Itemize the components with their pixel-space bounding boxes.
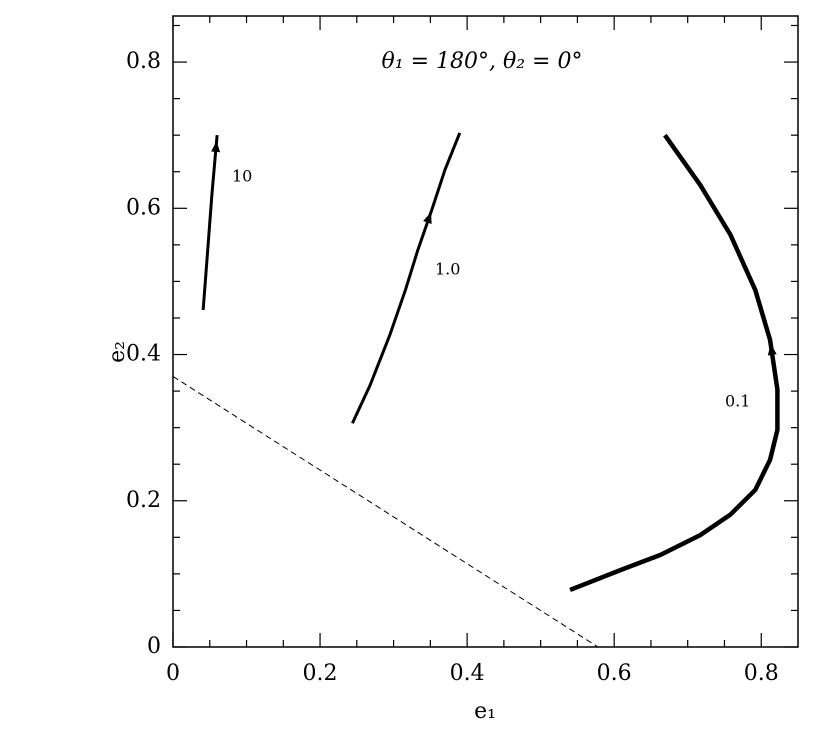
y-tick-label: 0.2: [126, 488, 161, 513]
x-tick-label: 0.4: [450, 661, 485, 686]
curve: [201, 135, 219, 311]
reference-line: [172, 376, 599, 648]
plot-frame: [172, 15, 799, 648]
chart-title: θ₁ = 180°, θ₂ = 0°: [382, 49, 583, 74]
arrow-head: [211, 140, 221, 153]
curve-label: 1.0: [435, 260, 460, 279]
y-axis-label: e₂: [105, 341, 130, 363]
arrow-head: [767, 343, 777, 356]
x-axis-label: e₁: [474, 699, 496, 724]
x-tick-label: 0: [166, 661, 180, 686]
curve-label: 0.1: [725, 392, 750, 411]
x-tick-label: 0.6: [597, 661, 632, 686]
curve-label: 10: [232, 167, 252, 186]
y-tick-label: 0.4: [126, 342, 161, 367]
y-tick-label: 0: [147, 634, 161, 659]
arrow-head: [423, 212, 432, 225]
curve: [569, 133, 780, 593]
y-tick-label: 0.8: [126, 49, 161, 74]
x-tick-label: 0.8: [744, 661, 779, 686]
curve: [351, 132, 462, 424]
y-tick-label: 0.6: [126, 195, 161, 220]
x-tick-label: 0.2: [303, 661, 338, 686]
